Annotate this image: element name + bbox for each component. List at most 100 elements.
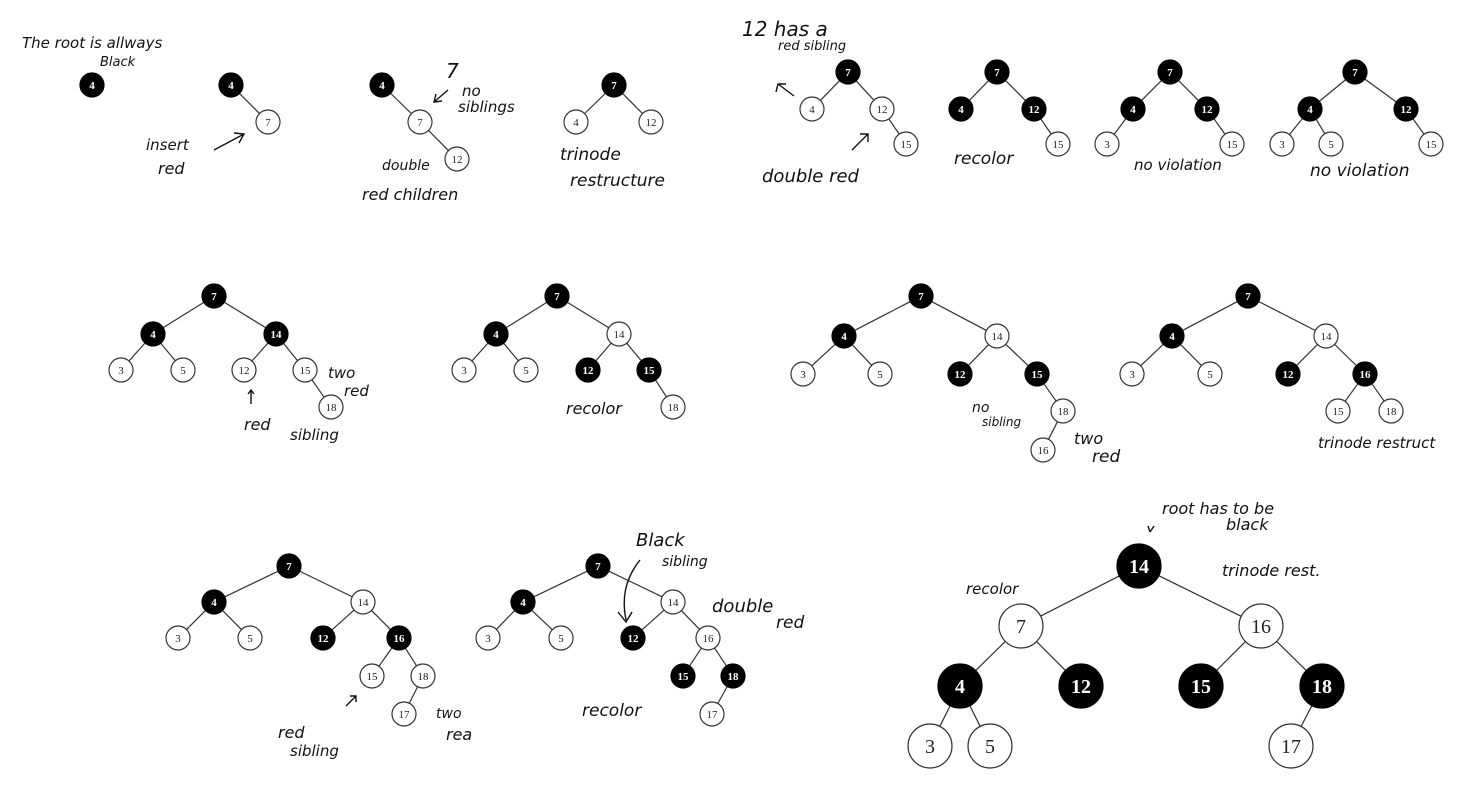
tree-edge (299, 570, 353, 598)
tree-node-black: 4 (369, 72, 395, 98)
tree-edge (1315, 118, 1326, 135)
tree-edge (1300, 705, 1313, 727)
tree-t7: 7 4 12 3 15 (1094, 59, 1245, 157)
tree-node-white: 15 (359, 663, 385, 689)
node-label: 14 (271, 329, 283, 341)
node-circle (908, 283, 934, 309)
tree-node-black: 4 (510, 589, 536, 615)
annotation-root-black-2-line2: black (1226, 515, 1269, 534)
tree-node-black: 15 (636, 357, 662, 383)
node-label: 3 (800, 369, 806, 381)
tree-edge (595, 342, 612, 362)
node-circle (201, 283, 227, 309)
node-label: 4 (493, 329, 499, 341)
tree-node-black: 7 (1235, 283, 1261, 309)
tree-node-white: 12 (869, 96, 895, 122)
node-circle (1045, 131, 1071, 157)
node-circle (907, 723, 953, 769)
node-label: 3 (1129, 369, 1135, 381)
arrow-double-red (851, 133, 869, 151)
node-label: 18 (668, 402, 680, 414)
annotation-red-sibling-1-line2: sibling (290, 426, 339, 444)
node-label: 7 (845, 67, 851, 79)
node-circle (1120, 96, 1146, 122)
tree-node-white: 14 (660, 589, 686, 615)
node-circle (1393, 96, 1419, 122)
tree-node-black: 18 (720, 663, 746, 689)
node-label: 7 (554, 291, 560, 303)
annotation-black-sibling-line2: sibling (662, 554, 708, 570)
node-circle (1352, 361, 1378, 387)
node-label: 5 (877, 369, 883, 381)
node-label: 5 (1328, 139, 1334, 151)
node-circle (475, 625, 501, 651)
node-circle (218, 72, 244, 98)
node-label: 4 (573, 117, 579, 129)
tree-node-black: 4 (140, 321, 166, 347)
node-label: 4 (1130, 104, 1136, 116)
tree-edge (160, 342, 176, 362)
node-circle (391, 701, 417, 727)
tree-edge (186, 610, 206, 630)
node-label: 5 (1207, 369, 1213, 381)
tree-node-white: 3 (108, 357, 134, 383)
annotation-trinode-rest: trinode rest. (1222, 561, 1320, 580)
tree-edge (717, 686, 728, 704)
node-label: 12 (877, 104, 888, 116)
tree-node-white: 5 (867, 361, 893, 387)
node-label: 7 (286, 561, 292, 573)
annotations: The root is allways Black insert red 7 n… (22, 17, 1436, 760)
tree-node-black: 7 (908, 283, 934, 309)
tree-node-white: 3 (1269, 131, 1295, 157)
tree-edge (680, 610, 701, 630)
node-circle (636, 357, 662, 383)
node-label: 5 (985, 736, 995, 758)
arrow-red-sibling-1 (247, 388, 255, 404)
node-circle (263, 321, 289, 347)
node-label: 12 (646, 117, 657, 129)
node-label: 4 (1169, 331, 1175, 343)
node-circle (386, 625, 412, 651)
tree-node-white: 15 (292, 357, 318, 383)
node-label: 12 (1401, 104, 1413, 116)
tree-node-white: 3 (451, 357, 477, 383)
tree-edge (851, 344, 873, 366)
node-label: 14 (1129, 556, 1149, 578)
node-label: 7 (1167, 67, 1173, 79)
node-label: 3 (1104, 139, 1110, 151)
tree-node-black: 12 (1194, 96, 1220, 122)
node-circle (1299, 663, 1345, 709)
node-label: 15 (1191, 676, 1211, 698)
tree-edge (239, 93, 260, 114)
node-circle (310, 625, 336, 651)
node-circle (1050, 398, 1076, 424)
tree-edge (1043, 383, 1057, 402)
node-label: 12 (1071, 676, 1091, 698)
tree-node-black: 15 (670, 663, 696, 689)
node-label: 15 (1032, 369, 1044, 381)
node-circle (255, 109, 281, 135)
tree-node-white: 14 (606, 321, 632, 347)
tree-edge (223, 301, 267, 329)
annotation-root-black-line1: The root is allways (22, 34, 162, 52)
tree-node-white: 5 (237, 625, 263, 651)
tree-node-white: 5 (1197, 361, 1223, 387)
node-label: 3 (118, 365, 124, 377)
annotation-recolor-2: recolor (566, 399, 623, 418)
annotation-12-red-sibling-line1: 12 has a (742, 17, 828, 41)
tree-edge (608, 570, 663, 598)
tree-node-black: 12 (575, 357, 601, 383)
tree-edge (390, 92, 412, 115)
node-circle (544, 283, 570, 309)
node-label: 12 (955, 369, 967, 381)
annotation-red-sibling-2-line1: red (278, 723, 305, 742)
node-circle (893, 131, 919, 157)
tree-node-black: 4 (201, 589, 227, 615)
tree-node-white: 18 (1050, 398, 1076, 424)
tree-node-white: 12 (231, 357, 257, 383)
node-label: 12 (1202, 104, 1214, 116)
tree-t14: 7 4 14 3 5 12 16 15 18 17 (475, 553, 746, 727)
tree-edge (1005, 343, 1029, 367)
